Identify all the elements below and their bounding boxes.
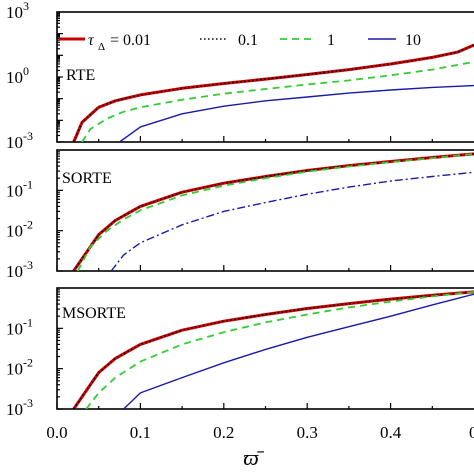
y-tick-label: 10-2 — [6, 356, 33, 379]
legend-tau-subscript: Δ — [98, 41, 105, 53]
y-tick-label: 103 — [6, 0, 29, 22]
panel-sorte-yticks: 10-3 10-2 10-1 — [6, 151, 433, 281]
legend-label-1: 1 — [327, 32, 335, 49]
series-rte-tau-0.01 — [72, 43, 474, 142]
x-tick-label-cut: 0 — [469, 423, 474, 442]
series-msorte-tau-0.1 — [73, 291, 474, 409]
legend-label-0.01: = 0.01 — [110, 32, 151, 49]
series-sorte-tau-0.01 — [72, 152, 474, 271]
y-tick-label: 10-3 — [6, 258, 33, 281]
panel-sorte-label: SORTE — [62, 170, 112, 187]
legend-tau-symbol: τ — [88, 32, 95, 49]
panel-sorte-frame — [56, 149, 474, 272]
panel-msorte-yticks: 10-3 10-2 10-1 — [6, 289, 433, 419]
x-tick-label: 0.2 — [213, 423, 234, 442]
panel-msorte-label: MSORTE — [62, 305, 126, 322]
x-tick-label: 0.4 — [380, 423, 402, 442]
panel-msorte-series — [72, 290, 474, 409]
y-tick-label: 10-1 — [6, 315, 33, 338]
legend-label-10: 10 — [405, 32, 421, 49]
legend: τ Δ = 0.01 0.1 1 10 — [59, 32, 421, 53]
panel-rte-series — [72, 43, 474, 142]
y-tick-label: 10-3 — [6, 129, 33, 152]
x-axis-label: ϖ̄ — [243, 445, 265, 470]
y-tick-label: 10-3 — [6, 396, 33, 419]
y-tick-label: 10-2 — [6, 218, 33, 241]
x-tick-label: 0.3 — [297, 423, 318, 442]
series-msorte-tau-10 — [123, 293, 474, 409]
panel-sorte: 10-3 10-2 10-1 SORTE — [6, 149, 474, 281]
panel-msorte-xticks: 0.0 0.1 0.2 0.3 0.4 — [46, 423, 401, 442]
panel-msorte: 10-3 10-2 10-1 0.0 0.1 0.2 0.3 0.4 MSORTE — [6, 287, 474, 442]
panel-rte: 10-3 100 103 RTE — [6, 0, 474, 152]
series-sorte-tau-10 — [110, 171, 474, 271]
x-tick-label: 0.0 — [46, 423, 67, 442]
series-rte-tau-0.1 — [72, 44, 474, 142]
legend-label-0.1: 0.1 — [238, 32, 258, 49]
series-msorte-tau-1 — [85, 291, 474, 409]
panel-rte-yticks: 10-3 100 103 — [6, 0, 433, 152]
panel-sorte-series — [72, 152, 474, 271]
y-tick-label: 100 — [6, 64, 29, 87]
series-sorte-tau-1 — [77, 153, 474, 271]
panel-rte-label: RTE — [66, 67, 95, 84]
x-tick-label: 0.1 — [130, 423, 151, 442]
series-sorte-tau-0.1 — [73, 153, 474, 271]
panel-msorte-frame — [56, 287, 474, 410]
y-tick-label: 10-1 — [6, 177, 33, 200]
series-rte-tau-10 — [119, 84, 474, 142]
series-rte-tau-1 — [81, 61, 474, 142]
